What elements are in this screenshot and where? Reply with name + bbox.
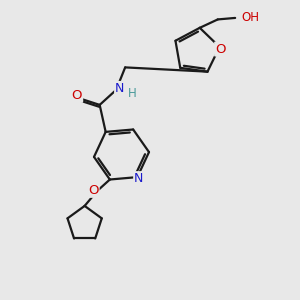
Text: H: H bbox=[128, 87, 136, 100]
Text: O: O bbox=[72, 89, 82, 102]
Text: N: N bbox=[115, 82, 124, 95]
Text: O: O bbox=[215, 43, 226, 56]
Text: N: N bbox=[134, 172, 143, 185]
Text: OH: OH bbox=[242, 11, 260, 24]
Text: O: O bbox=[88, 184, 99, 197]
